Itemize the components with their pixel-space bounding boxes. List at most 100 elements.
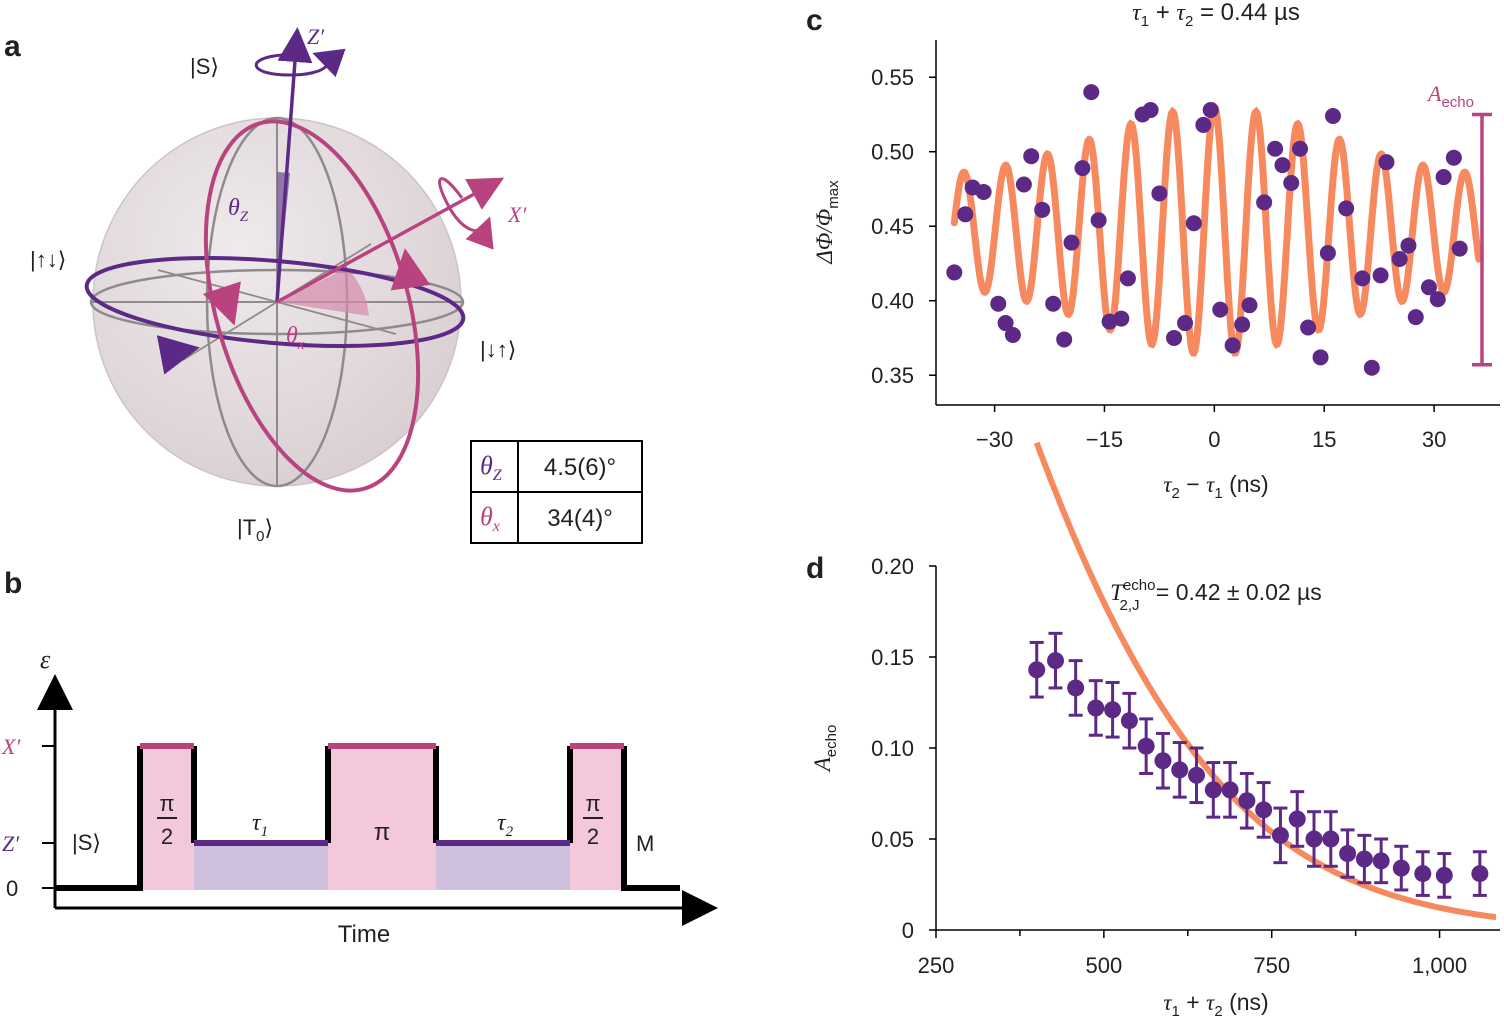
level-z-label: Z′ bbox=[2, 831, 20, 856]
chart-d-y-tick-label: 0.05 bbox=[871, 827, 914, 852]
chart-c-y-tick-label: 0.35 bbox=[871, 363, 914, 388]
chart-d-data-point bbox=[1471, 865, 1489, 883]
chart-c-data-point bbox=[1241, 297, 1258, 314]
chart-c-data-point bbox=[1234, 316, 1251, 333]
chart-c-y-tick-label: 0.55 bbox=[871, 65, 914, 90]
chart-d-data-point bbox=[1355, 850, 1373, 868]
chart-c-data-point bbox=[1274, 157, 1291, 174]
chart-d-data-point bbox=[1221, 781, 1239, 799]
chart-c-data-point bbox=[1312, 349, 1329, 366]
half-pi-2-den: 2 bbox=[587, 824, 599, 849]
a-echo-label: Aecho bbox=[1426, 81, 1474, 111]
orbit-z-arrow bbox=[156, 335, 200, 375]
pulse-sequence: ε Time X′ Z′ 0 |S⟩ M π 2 π π 2 τ1 τ2 bbox=[1, 645, 718, 948]
chart-d-x-tick-label: 250 bbox=[918, 953, 955, 978]
chart-d-y-tick-label: 0.20 bbox=[871, 554, 914, 579]
tau1-label: τ1 bbox=[252, 810, 268, 840]
chart-c-data-point bbox=[1292, 140, 1309, 157]
chart-c-data-point bbox=[1034, 201, 1051, 218]
chart-c-data-point bbox=[1378, 154, 1395, 171]
chart-c-title: τ1 + τ2 = 0.44 µs bbox=[1132, 0, 1300, 30]
chart-c-x-tick-label: 15 bbox=[1312, 427, 1336, 452]
chart-c-data-point bbox=[1015, 176, 1032, 193]
orbit-x-arrow-left bbox=[202, 281, 241, 326]
chart-c-data-point bbox=[957, 206, 974, 223]
panel-label-d: d bbox=[806, 552, 824, 585]
chart-c-data-point bbox=[1142, 102, 1159, 119]
pulse-xlabel: Time bbox=[338, 921, 390, 948]
table-theta-z: θZ bbox=[480, 451, 503, 484]
chart-c-data-point bbox=[1267, 140, 1284, 157]
chart-c-y-tick-label: 0.50 bbox=[871, 140, 914, 165]
level-zero-label: 0 bbox=[6, 876, 18, 901]
chart-c-y-tick-label: 0.45 bbox=[871, 214, 914, 239]
chart-c-data-point bbox=[1391, 251, 1408, 267]
chart-c-data-point bbox=[1090, 212, 1107, 229]
chart-c-data-point bbox=[1283, 175, 1300, 192]
chart-c-data-point bbox=[1119, 270, 1136, 287]
chart-c-data-point bbox=[1195, 116, 1212, 133]
chart-d-data-point bbox=[1255, 801, 1273, 819]
chart-c-data-point bbox=[990, 295, 1007, 312]
chart-c-data-point bbox=[1372, 267, 1389, 284]
chart-c-data-point bbox=[1445, 149, 1462, 166]
chart-c-data-point bbox=[1319, 245, 1336, 262]
chart-c-data-point bbox=[1354, 270, 1371, 287]
chart-d-data-point bbox=[1414, 865, 1432, 883]
orbit-x-arrow-right bbox=[390, 248, 431, 291]
pulse-waveform bbox=[55, 746, 680, 891]
chart-c-data-point bbox=[1202, 102, 1219, 119]
chart-d-data-point bbox=[1137, 737, 1155, 755]
chart-c-xlabel: τ2 − τ1 (ns) bbox=[1163, 471, 1268, 502]
table-theta-z-value: 4.5(6)° bbox=[544, 454, 616, 481]
chart-d-data-point bbox=[1288, 810, 1306, 828]
chart-c-y-tick-label: 0.40 bbox=[871, 289, 914, 314]
chart-d-data-point bbox=[1171, 761, 1189, 779]
ket-t0-label: |T0⟩ bbox=[237, 515, 273, 545]
chart-d-x-tick-label: 1,000 bbox=[1412, 953, 1467, 978]
chart-c-data-point bbox=[1083, 84, 1100, 101]
chart-c-data-point bbox=[1435, 169, 1452, 186]
chart-d-data-point bbox=[1047, 652, 1065, 670]
chart-d-data-point bbox=[1154, 752, 1172, 770]
pulse-ylabel: ε bbox=[40, 645, 51, 674]
chart-c-data-point bbox=[1324, 107, 1341, 124]
chart-c-data-point bbox=[1224, 337, 1241, 354]
chart-d-data-point bbox=[1238, 792, 1256, 810]
chart-d-data-point bbox=[1188, 766, 1206, 784]
chart-c-data-point bbox=[1177, 315, 1194, 332]
chart-c-x-tick-label: 0 bbox=[1208, 427, 1220, 452]
init-state-label: |S⟩ bbox=[72, 830, 101, 855]
z-prime-label: Z′ bbox=[307, 24, 325, 49]
chart-d-y-tick-label: 0.10 bbox=[871, 736, 914, 761]
chart-d-ylabel: Aecho bbox=[810, 725, 840, 774]
chart-c-data-point bbox=[975, 183, 992, 200]
chart-d-data-point bbox=[1104, 701, 1122, 719]
level-x-label: X′ bbox=[1, 734, 21, 759]
chart-d-data-point bbox=[1271, 826, 1289, 844]
chart-c-data-point bbox=[1363, 359, 1380, 376]
chart-c-data-point bbox=[1420, 279, 1437, 296]
chart-d-annotation: Techo 2,J = 0.42 ± 0.02 µs bbox=[1110, 577, 1322, 614]
chart-c-data-point bbox=[1451, 240, 1468, 257]
theta-z-label: θZ bbox=[228, 195, 249, 225]
panel-label-a: a bbox=[4, 30, 21, 63]
chart-d-xlabel: τ1 + τ2 (ns) bbox=[1163, 989, 1268, 1020]
x-prime-label: X′ bbox=[507, 202, 527, 227]
chart-c-x-tick-label: −15 bbox=[1086, 427, 1123, 452]
pulse-fill-pi bbox=[328, 746, 436, 890]
chart-d-data-point bbox=[1067, 679, 1085, 697]
panel-label-c: c bbox=[806, 4, 823, 37]
ket-updown-label: |↑↓⟩ bbox=[30, 247, 66, 272]
chart-c-data-point bbox=[1166, 329, 1183, 346]
chart-c-data-point bbox=[1185, 215, 1202, 232]
chart-d-data-point bbox=[1028, 661, 1046, 679]
chart-c-data-point bbox=[1151, 185, 1168, 202]
theta-x-label: θx bbox=[286, 323, 305, 353]
chart-c-data-point bbox=[1300, 319, 1317, 336]
chart-d-data-point bbox=[1204, 781, 1222, 799]
chart-c-data-point bbox=[1004, 326, 1021, 343]
chart-c-data-point bbox=[1023, 148, 1040, 165]
angle-table: θZ 4.5(6)° θx 34(4)° bbox=[470, 440, 643, 544]
